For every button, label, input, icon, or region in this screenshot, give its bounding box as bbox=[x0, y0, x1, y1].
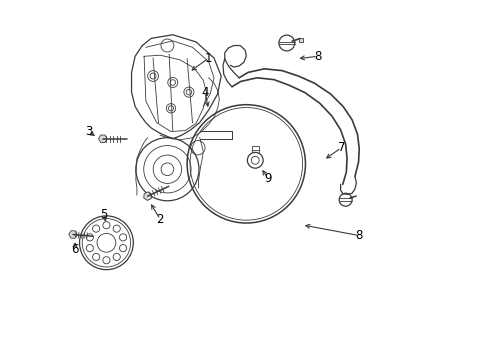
Polygon shape bbox=[143, 192, 151, 201]
Text: 1: 1 bbox=[204, 51, 212, 64]
Text: 4: 4 bbox=[201, 86, 208, 99]
Text: 9: 9 bbox=[264, 172, 271, 185]
Text: 8: 8 bbox=[314, 50, 321, 63]
Text: 7: 7 bbox=[337, 141, 345, 154]
Text: 3: 3 bbox=[84, 125, 92, 138]
Polygon shape bbox=[99, 135, 107, 143]
Text: 2: 2 bbox=[156, 213, 163, 226]
FancyBboxPatch shape bbox=[298, 38, 303, 41]
Polygon shape bbox=[69, 231, 77, 238]
Text: 6: 6 bbox=[71, 243, 79, 256]
Text: 8: 8 bbox=[355, 229, 362, 242]
Text: 5: 5 bbox=[100, 208, 107, 221]
